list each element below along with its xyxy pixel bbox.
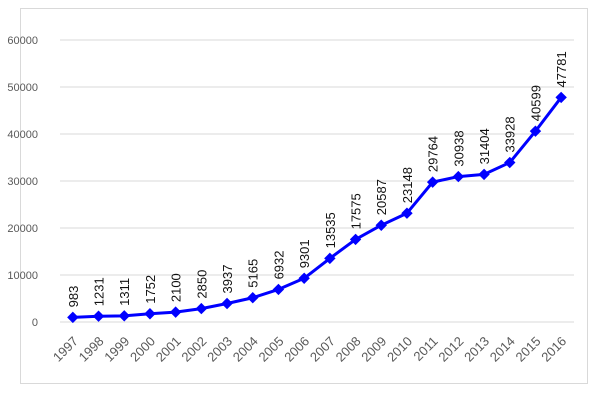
y-tick-label: 0 [32, 317, 38, 329]
data-label: 40599 [528, 85, 543, 121]
x-tick-label: 2004 [230, 334, 261, 365]
y-tick-label: 50000 [7, 82, 38, 94]
x-tick-label: 2016 [538, 334, 569, 365]
y-tick-label: 60000 [7, 35, 38, 47]
data-label: 31404 [477, 128, 492, 164]
x-tick-label: 2003 [204, 334, 235, 365]
x-tick-label: 2010 [384, 334, 415, 365]
data-point-marker [298, 272, 310, 284]
data-labels: 983 1231 1311 1752 2100 2850 3937 5165 6932 9301 1… [66, 51, 569, 307]
x-tick-label: 1998 [76, 334, 107, 365]
x-tick-label: 2001 [153, 334, 184, 365]
y-axis-tick-labels: 0 10000 20000 30000 40000 50000 60000 [7, 35, 38, 329]
data-point-marker [555, 91, 567, 104]
data-label: 13535 [323, 212, 338, 248]
data-point-marker [478, 168, 490, 181]
data-label: 33928 [503, 116, 518, 152]
x-tick-label: 2012 [435, 334, 466, 365]
data-point-marker [504, 156, 516, 169]
data-label: 17575 [349, 193, 364, 229]
series-markers [67, 91, 567, 324]
data-label: 1231 [92, 277, 107, 306]
data-point-marker [426, 176, 439, 188]
data-point-marker [67, 311, 79, 324]
y-tick-label: 40000 [7, 129, 38, 141]
data-label: 20587 [374, 179, 389, 215]
data-point-marker [92, 310, 105, 322]
x-tick-label: 2000 [127, 334, 158, 365]
x-tick-label: 2002 [178, 334, 209, 365]
x-tick-label: 1999 [101, 334, 132, 365]
gridlines [60, 39, 574, 323]
data-point-marker [401, 207, 413, 219]
data-label: 1752 [143, 275, 158, 304]
data-label: 30938 [451, 130, 466, 166]
y-tick-label: 30000 [7, 176, 38, 188]
data-label: 29764 [426, 136, 441, 172]
data-point-marker [529, 125, 542, 137]
data-point-marker [221, 297, 233, 310]
data-point-marker [452, 170, 465, 183]
data-label: 2850 [194, 270, 209, 299]
data-label: 47781 [554, 51, 569, 87]
data-point-marker [324, 252, 336, 265]
data-point-marker [195, 302, 208, 315]
data-point-marker [169, 306, 182, 318]
data-point-marker [118, 310, 130, 322]
x-tick-label: 2007 [307, 334, 338, 365]
x-tick-label: 2015 [513, 334, 544, 365]
y-tick-label: 10000 [7, 270, 38, 282]
x-tick-label: 2011 [410, 334, 440, 364]
x-tick-label: 2009 [358, 334, 389, 365]
data-point-marker [272, 283, 285, 296]
data-point-marker [375, 219, 387, 231]
data-point-marker [349, 233, 362, 246]
data-label: 23148 [400, 167, 415, 203]
x-tick-label: 2014 [487, 334, 518, 365]
x-tick-label: 1997 [50, 334, 81, 365]
x-tick-label: 2005 [256, 334, 287, 365]
data-label: 6932 [271, 250, 286, 279]
y-tick-label: 20000 [7, 223, 38, 235]
x-tick-label: 2013 [461, 334, 492, 365]
x-tick-label: 2006 [281, 334, 312, 365]
data-label: 3937 [220, 265, 235, 294]
data-point-marker [247, 292, 259, 304]
data-point-marker [144, 308, 156, 320]
x-axis-tick-labels: 1997199819992000200120022003200420052006… [50, 334, 569, 365]
data-label: 5165 [246, 259, 261, 288]
data-label: 1311 [117, 278, 132, 306]
data-label: 983 [66, 286, 81, 308]
chart-frame [20, 8, 588, 384]
data-label: 2100 [169, 273, 184, 302]
x-tick-label: 2008 [333, 334, 364, 365]
data-label: 9301 [297, 239, 312, 268]
